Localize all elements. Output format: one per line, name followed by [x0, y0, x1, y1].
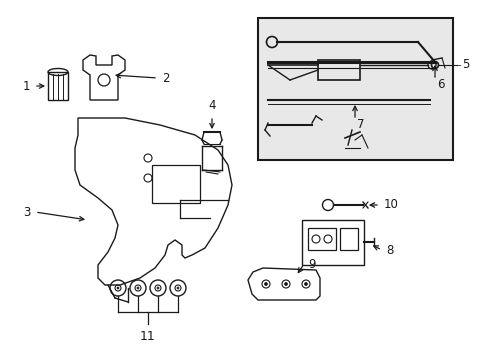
Bar	[307, 228, 335, 250]
Circle shape	[177, 287, 179, 289]
Bar	[152, 165, 200, 203]
Circle shape	[117, 287, 119, 289]
Text: 11: 11	[140, 330, 156, 343]
Bar	[317, 60, 359, 80]
Circle shape	[284, 283, 287, 285]
Text: 5: 5	[461, 58, 468, 72]
Text: 8: 8	[385, 243, 392, 256]
Bar	[258, 18, 452, 160]
Bar	[302, 220, 363, 265]
Circle shape	[157, 287, 159, 289]
Circle shape	[304, 283, 307, 285]
Text: 6: 6	[436, 77, 444, 90]
Text: 9: 9	[307, 257, 315, 270]
Text: 1: 1	[22, 80, 30, 93]
Circle shape	[264, 283, 267, 285]
Text: ─: ─	[454, 60, 459, 69]
Text: 3: 3	[23, 206, 31, 219]
Bar	[48, 72, 68, 100]
Text: 2: 2	[162, 72, 169, 85]
Circle shape	[137, 287, 139, 289]
Text: 10: 10	[383, 198, 398, 211]
Text: 4: 4	[208, 99, 215, 112]
Text: 7: 7	[356, 117, 364, 130]
Bar	[339, 228, 357, 250]
